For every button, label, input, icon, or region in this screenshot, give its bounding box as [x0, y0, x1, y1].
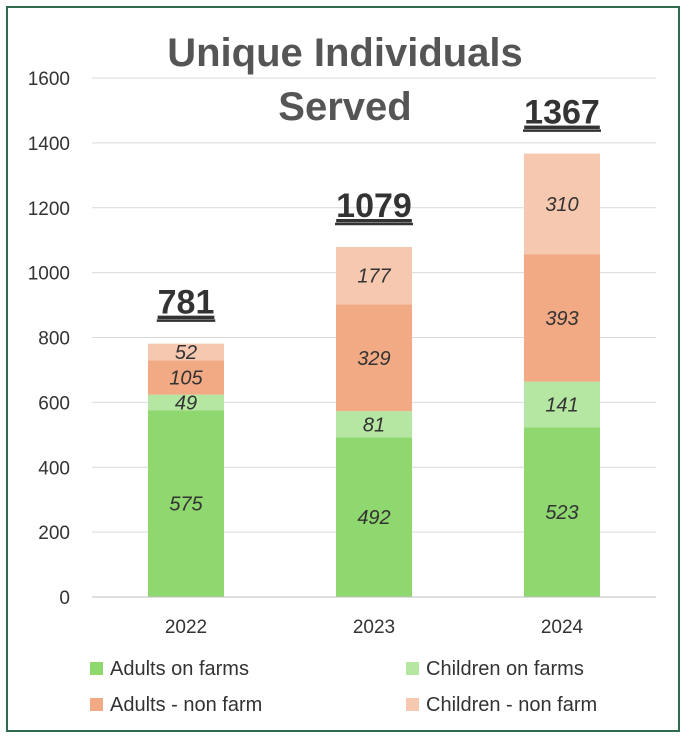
y-tick-label: 200: [38, 523, 70, 544]
legend-label: Adults on farms: [110, 658, 249, 680]
y-tick-label: 1200: [28, 199, 70, 220]
bar-segment: [524, 381, 600, 428]
legend-label: Adults - non farm: [110, 694, 262, 716]
legend-swatch: [406, 662, 419, 675]
bar-segment: [336, 304, 412, 412]
bar-segment: [336, 437, 412, 597]
bar-segment: [524, 427, 600, 597]
segment-value-label: 523: [545, 502, 578, 524]
segment-value-label: 49: [175, 393, 197, 415]
y-tick-label: 1400: [28, 134, 70, 155]
y-tick-label: 600: [38, 393, 70, 414]
y-tick-label: 1000: [28, 264, 70, 285]
legend-label: Children on farms: [426, 658, 584, 680]
bar-segment: [524, 254, 600, 382]
segment-value-label: 177: [357, 266, 391, 288]
bar-segment: [148, 410, 224, 597]
bar-total-label: 1367: [524, 94, 600, 132]
y-tick-label: 400: [38, 458, 70, 479]
segment-value-label: 52: [175, 342, 197, 364]
axes: 0 200 400 600 800 1000 1200 1400 1600 2022 2023 202…: [28, 69, 656, 638]
bar-total-label: 1079: [336, 187, 412, 225]
segment-value-label: 575: [169, 494, 203, 516]
segment-value-label: 310: [545, 194, 578, 216]
x-tick-label: 2023: [353, 617, 395, 638]
bar-segment: [524, 153, 600, 255]
legend: Adults on farms Children on farms Adults -…: [90, 658, 597, 716]
chart-title-line-2: Served: [278, 85, 411, 129]
y-tick-label: 800: [38, 329, 70, 350]
bar-segment: [148, 394, 224, 411]
segment-value-label: 81: [363, 414, 385, 436]
legend-swatch: [90, 662, 103, 675]
chart-title: Unique Individuals Served: [167, 31, 523, 129]
data-labels: 575 49 105 52 781 492 81 329 177 1079 523 141 393 310…: [156, 94, 601, 529]
bar-segment: [336, 411, 412, 438]
x-tick-label: 2022: [165, 617, 207, 638]
bar-segment: [336, 246, 412, 305]
x-tick-label: 2024: [541, 617, 584, 638]
bar-segment: [148, 360, 224, 395]
segment-value-label: 492: [357, 507, 390, 529]
segment-value-label: 141: [545, 394, 578, 416]
y-tick-label: 0: [59, 588, 70, 609]
chart-title-line-1: Unique Individuals: [167, 31, 523, 75]
legend-label: Children - non farm: [426, 694, 597, 716]
segment-value-label: 329: [357, 348, 390, 370]
segment-value-label: 105: [169, 368, 203, 390]
legend-swatch: [406, 698, 419, 711]
legend-swatch: [90, 698, 103, 711]
bar-segment: [148, 343, 224, 361]
bars: [148, 153, 600, 597]
y-tick-label: 1600: [28, 69, 70, 90]
bar-total-label: 781: [158, 284, 215, 322]
segment-value-label: 393: [545, 308, 578, 330]
